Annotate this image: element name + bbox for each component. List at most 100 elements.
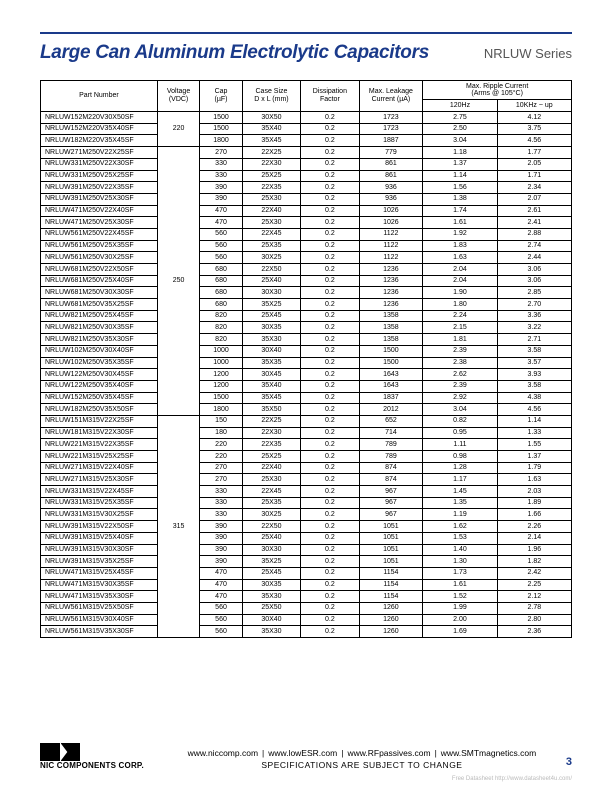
cell: 1.73 [423, 567, 497, 579]
cell: 0.2 [301, 427, 359, 439]
cell: 22X30 [242, 427, 300, 439]
cell-part: NRLUW561M250V30X25SF [41, 252, 158, 264]
cell: 30X40 [242, 614, 300, 626]
cell: 680 [200, 264, 242, 276]
cell: 1887 [359, 135, 423, 147]
cell: 2.14 [497, 532, 571, 544]
cell: 35X45 [242, 392, 300, 404]
cell: 0.2 [301, 228, 359, 240]
cell: 652 [359, 415, 423, 427]
table-row: NRLUW331M250V25X25SF33025X250.28611.141.… [41, 170, 572, 182]
cell: 2.15 [423, 322, 497, 334]
page-footer: NIC COMPONENTS CORP. www.niccomp.com|www… [40, 743, 572, 770]
table-row: NRLUW391M315V22X50SF39022X500.210511.622… [41, 521, 572, 533]
cell: 874 [359, 462, 423, 474]
cell: 25X30 [242, 193, 300, 205]
cell: 25X35 [242, 497, 300, 509]
cell: 35X25 [242, 299, 300, 311]
cell: 560 [200, 228, 242, 240]
cell: 0.2 [301, 451, 359, 463]
cell: 25X30 [242, 474, 300, 486]
cell: 1.19 [423, 509, 497, 521]
cell: 4.56 [497, 135, 571, 147]
cell: 2.74 [497, 240, 571, 252]
table-row: NRLUW151M315V22X25SF31515022X250.26520.8… [41, 415, 572, 427]
cell: 1236 [359, 287, 423, 299]
cell: 330 [200, 486, 242, 498]
cell: 35X30 [242, 591, 300, 603]
cell: 560 [200, 626, 242, 638]
cell: 35X30 [242, 334, 300, 346]
cell: 0.2 [301, 334, 359, 346]
cell: 2.85 [497, 287, 571, 299]
cell-voltage: 220 [157, 112, 199, 147]
cell-part: NRLUW271M315V22X40SF [41, 462, 158, 474]
cell: 1236 [359, 299, 423, 311]
cell: 936 [359, 193, 423, 205]
cell: 1.81 [423, 334, 497, 346]
page-header: Large Can Aluminum Electrolytic Capacito… [40, 42, 572, 64]
table-row: NRLUW561M250V30X25SF56030X250.211221.632… [41, 252, 572, 264]
cell-part: NRLUW391M315V35X25SF [41, 556, 158, 568]
cell: 0.2 [301, 205, 359, 217]
cell-part: NRLUW102M250V35X35SF [41, 357, 158, 369]
spec-note: SPECIFICATIONS ARE SUBJECT TO CHANGE [152, 760, 572, 770]
cell: 30X25 [242, 252, 300, 264]
cell: 1.11 [423, 439, 497, 451]
col-diss: DissipationFactor [301, 81, 359, 112]
cell: 22X50 [242, 521, 300, 533]
cell: 0.2 [301, 123, 359, 135]
cell: 4.12 [497, 112, 571, 124]
cell: 22X45 [242, 486, 300, 498]
table-row: NRLUW821M250V30X35SF82030X350.213582.153… [41, 322, 572, 334]
cell: 1.99 [423, 602, 497, 614]
table-row: NRLUW391M315V25X40SF39025X400.210511.532… [41, 532, 572, 544]
cell: 330 [200, 509, 242, 521]
cell: 2.39 [423, 345, 497, 357]
cell: 1.53 [423, 532, 497, 544]
cell: 967 [359, 497, 423, 509]
cell: 30X25 [242, 509, 300, 521]
cell: 0.2 [301, 158, 359, 170]
cell: 1500 [359, 357, 423, 369]
cell: 0.2 [301, 193, 359, 205]
cell-part: NRLUW391M250V22X35SF [41, 182, 158, 194]
cell-part: NRLUW122M250V35X40SF [41, 380, 158, 392]
table-row: NRLUW181M315V22X30SF18022X300.27140.951.… [41, 427, 572, 439]
cell-part: NRLUW561M315V25X50SF [41, 602, 158, 614]
cell: 1154 [359, 579, 423, 591]
cell: 2.26 [497, 521, 571, 533]
table-row: NRLUW391M315V30X30SF39030X300.210511.401… [41, 544, 572, 556]
cell: 0.2 [301, 509, 359, 521]
cell: 3.36 [497, 310, 571, 322]
cell: 1.90 [423, 287, 497, 299]
cell-part: NRLUW561M250V25X35SF [41, 240, 158, 252]
col-r1: 120Hz [423, 100, 497, 112]
cell: 861 [359, 170, 423, 182]
cell: 330 [200, 497, 242, 509]
cell: 1.62 [423, 521, 497, 533]
cell: 1723 [359, 112, 423, 124]
cell: 0.95 [423, 427, 497, 439]
top-rule [40, 32, 572, 34]
cell: 330 [200, 158, 242, 170]
table-row: NRLUW331M315V30X25SF33030X250.29671.191.… [41, 509, 572, 521]
cell: 0.2 [301, 287, 359, 299]
cell: 2.80 [497, 614, 571, 626]
table-row: NRLUW221M315V22X35SF22022X350.27891.111.… [41, 439, 572, 451]
cell-part: NRLUW331M250V25X25SF [41, 170, 158, 182]
cell: 1154 [359, 567, 423, 579]
cell: 22X25 [242, 147, 300, 159]
cell: 936 [359, 182, 423, 194]
table-body: NRLUW152M220V30X50SF220150030X500.217232… [41, 112, 572, 638]
table-row: NRLUW681M250V25X40SF68025X400.212362.043… [41, 275, 572, 287]
cell: 0.2 [301, 415, 359, 427]
cell: 3.06 [497, 275, 571, 287]
watermark: Free Datasheet http://www.datasheet4u.co… [452, 776, 572, 782]
cell: 150 [200, 415, 242, 427]
cell: 0.2 [301, 380, 359, 392]
cell: 967 [359, 486, 423, 498]
table-row: NRLUW331M250V22X30SF33022X300.28611.372.… [41, 158, 572, 170]
cell: 30X45 [242, 369, 300, 381]
cell: 0.2 [301, 170, 359, 182]
